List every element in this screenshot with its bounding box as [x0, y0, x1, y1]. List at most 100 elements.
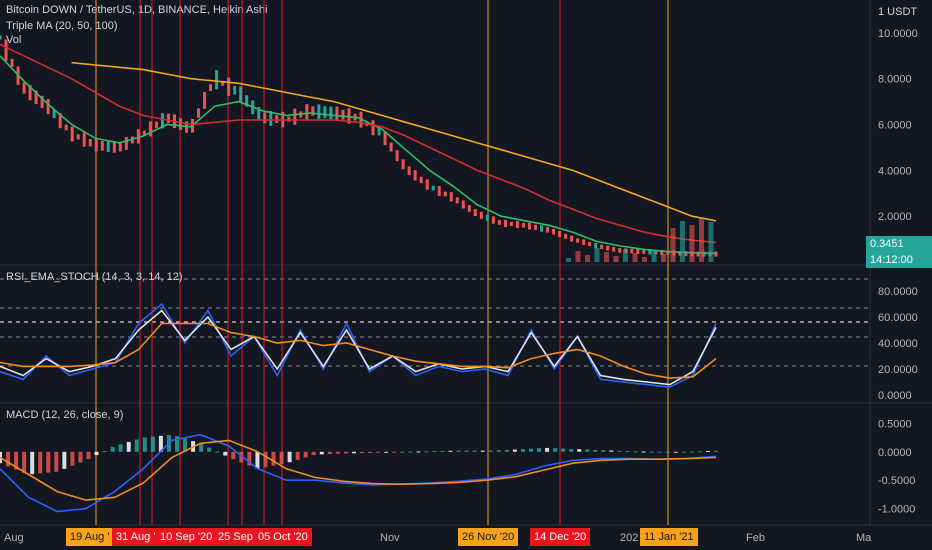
- price-candle: [558, 231, 562, 238]
- price-candle: [515, 221, 519, 229]
- volume-bar: [670, 228, 676, 262]
- date-flag-14-dec: 14 Dec '20: [530, 528, 591, 546]
- currency-label[interactable]: 1 USDT: [878, 6, 918, 18]
- macd-histogram-bar: [38, 451, 43, 474]
- indicator-ma-label[interactable]: Triple MA (20, 50, 100): [6, 20, 118, 32]
- date-flag-05-oct: 05 Oct '20: [254, 528, 312, 546]
- macd-histogram-bar: [360, 451, 365, 454]
- price-candle: [509, 222, 513, 227]
- price-axis-tick-label: 10.0000: [878, 28, 918, 40]
- macd-histogram-bar: [134, 439, 139, 452]
- price-candle: [22, 82, 26, 94]
- macd-histogram-bar: [714, 450, 718, 452]
- price-candle: [0, 35, 2, 40]
- macd-histogram-bar: [174, 436, 179, 452]
- macd-histogram-bar: [6, 451, 11, 467]
- macd-histogram-bar: [617, 450, 622, 452]
- macd-axis-tick-label: 0.5000: [878, 418, 912, 430]
- price-candle: [588, 241, 592, 247]
- price-candle: [76, 134, 80, 140]
- date-flag-10-sep: 10 Sep '20: [156, 528, 217, 546]
- macd-histogram-bar: [609, 450, 614, 452]
- price-candle: [82, 132, 86, 147]
- price-candle: [215, 70, 219, 90]
- price-candle: [600, 244, 604, 250]
- price-candle: [40, 95, 44, 109]
- indicator-vol-label[interactable]: Vol: [6, 34, 22, 46]
- macd-histogram-bar: [472, 450, 477, 452]
- volume-bar: [708, 222, 714, 262]
- macd-histogram-bar: [78, 451, 83, 463]
- date-flag-31-aug: 31 Aug ': [112, 528, 160, 546]
- rsi-series-line-d: [0, 322, 717, 379]
- price-candle: [371, 120, 375, 136]
- macd-histogram-bar: [705, 450, 710, 452]
- macd-histogram-bar: [384, 451, 389, 453]
- macd-histogram-bar: [271, 451, 276, 466]
- price-candle: [148, 121, 152, 137]
- price-candle: [666, 250, 670, 255]
- price-candle: [239, 86, 243, 103]
- price-candle: [437, 186, 441, 196]
- macd-histogram-bar: [424, 451, 429, 453]
- price-candle: [275, 115, 279, 124]
- price-candle: [425, 179, 429, 190]
- price-candle: [449, 192, 453, 202]
- price-candle: [467, 205, 471, 212]
- volume-bar: [623, 249, 628, 262]
- macd-histogram-bar: [14, 451, 19, 470]
- price-candle: [546, 226, 550, 233]
- volume-bar: [680, 221, 685, 262]
- macd-histogram-bar: [150, 436, 155, 452]
- macd-histogram-bar: [118, 444, 123, 452]
- price-candle: [34, 90, 38, 105]
- price-candle: [311, 106, 315, 116]
- rsi-axis-tick-label: 20.0000: [878, 364, 918, 376]
- price-candle: [540, 225, 544, 232]
- month-label-nov: Nov: [380, 532, 400, 544]
- price-candle: [335, 106, 339, 121]
- macd-signal-line: [0, 439, 717, 501]
- macd-histogram-bar: [255, 451, 260, 469]
- price-candle: [323, 106, 327, 119]
- price-candle: [293, 108, 297, 125]
- macd-histogram-bar: [199, 443, 204, 452]
- price-candle: [497, 219, 501, 225]
- date-flag-11-jan: 11 Jan '21: [640, 528, 698, 546]
- macd-histogram-bar: [561, 448, 566, 452]
- macd-histogram-bar: [681, 451, 686, 453]
- price-candle: [317, 104, 321, 119]
- macd-histogram-bar: [126, 441, 131, 452]
- price-candle: [533, 224, 537, 231]
- date-flag-26-nov: 26 Nov '20: [458, 528, 519, 546]
- price-candle: [714, 251, 718, 257]
- macd-histogram-bar: [504, 449, 509, 452]
- macd-histogram-bar: [287, 451, 292, 463]
- price-candle: [70, 126, 74, 142]
- macd-histogram-bar: [496, 450, 501, 452]
- rsi-title[interactable]: RSI_EMA_STOCH (14, 3, 3, 14, 12): [6, 271, 183, 283]
- price-candle: [485, 214, 489, 221]
- macd-title[interactable]: MACD (12, 26, close, 9): [6, 409, 124, 421]
- price-candle: [245, 95, 249, 107]
- macd-histogram-bar: [408, 451, 413, 453]
- price-candle: [106, 140, 110, 152]
- macd-histogram-bar: [416, 451, 421, 453]
- macd-histogram-bar: [689, 451, 694, 453]
- price-candle: [329, 106, 333, 120]
- macd-histogram-bar: [601, 450, 606, 452]
- macd-histogram-bar: [520, 449, 525, 452]
- price-candle: [594, 243, 598, 249]
- price-candle: [112, 141, 116, 153]
- price-candle: [479, 211, 483, 219]
- price-candle: [263, 112, 267, 124]
- price-axis-tick-label: 2.0000: [878, 211, 912, 223]
- volume-bar: [604, 252, 609, 262]
- price-candle: [58, 112, 62, 129]
- price-candle: [618, 247, 622, 253]
- price-candle: [377, 128, 381, 136]
- macd-histogram-bar: [279, 451, 284, 465]
- price-candle: [389, 142, 393, 152]
- price-candle: [660, 249, 664, 256]
